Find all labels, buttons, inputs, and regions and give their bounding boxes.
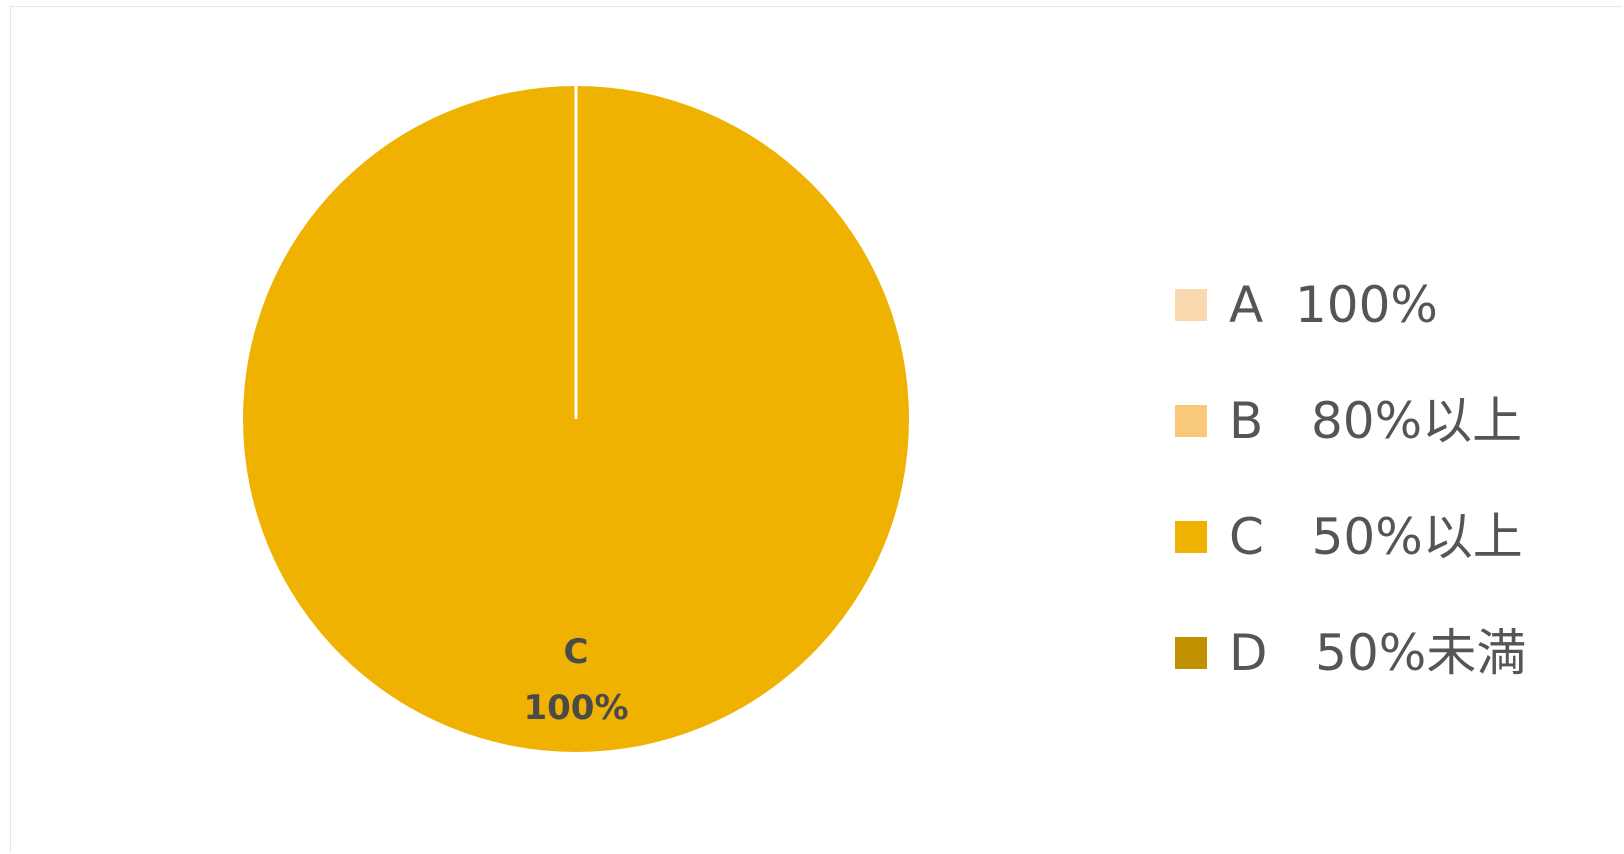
legend-label-c: C 50%以上 [1229,508,1523,566]
legend-label-b: B 80%以上 [1229,392,1523,450]
legend-item-a: A 100% [1175,277,1438,333]
pie-chart: C 100% [243,86,909,752]
legend-swatch-c [1175,521,1207,553]
legend-item-c: C 50%以上 [1175,509,1523,565]
legend-swatch-b [1175,405,1207,437]
data-label-value: 100% [523,688,628,728]
legend-item-d: D 50%未満 [1175,625,1526,681]
legend-item-b: B 80%以上 [1175,393,1522,449]
chart-frame: C 100% A 100% B 80%以上 C 50%以上 D 50%未満 [10,6,1622,852]
legend-label-a: A 100% [1229,276,1438,334]
pie-slices [243,86,909,752]
pie-data-labels: C 100% [523,632,628,728]
data-label-category: C [564,632,589,672]
legend-swatch-a [1175,289,1207,321]
legend-swatch-d [1175,637,1207,669]
legend-label-d: D 50%未満 [1229,624,1527,682]
